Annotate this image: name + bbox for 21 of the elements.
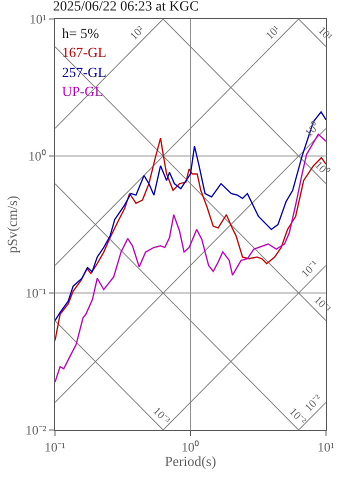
annotation: 10⁻¹: [299, 258, 321, 280]
annotation: 10⁻²: [302, 392, 325, 414]
text: 167-GL: [62, 46, 106, 61]
y-tick-label: 10¹: [29, 12, 46, 27]
x-tick-label: 10¹: [318, 440, 335, 455]
annotation: 10⁻³: [150, 405, 172, 428]
annotation: 10⁰: [302, 120, 322, 140]
x-axis-title: Period(s): [164, 454, 216, 470]
annotation: 10⁻¹: [312, 294, 333, 316]
annotation: h= 5%: [62, 27, 100, 42]
x-tick-label: 10⁰: [182, 440, 200, 455]
text: 257-GL: [62, 66, 106, 81]
x-tick-label: 10⁻¹: [44, 440, 66, 455]
text: UP-GL: [62, 85, 104, 100]
y-tick-label: 10⁰: [28, 148, 46, 164]
y-axis-title: pSv(cm/s): [6, 195, 22, 254]
y-tick-label: 10⁻¹: [25, 286, 46, 301]
y-tick-label: 10⁻²: [25, 422, 46, 438]
annotation: 10²: [128, 23, 148, 43]
annotation: 10¹: [264, 24, 282, 42]
chart-title: 2025/06/22 06:23 at KGC: [53, 0, 199, 14]
